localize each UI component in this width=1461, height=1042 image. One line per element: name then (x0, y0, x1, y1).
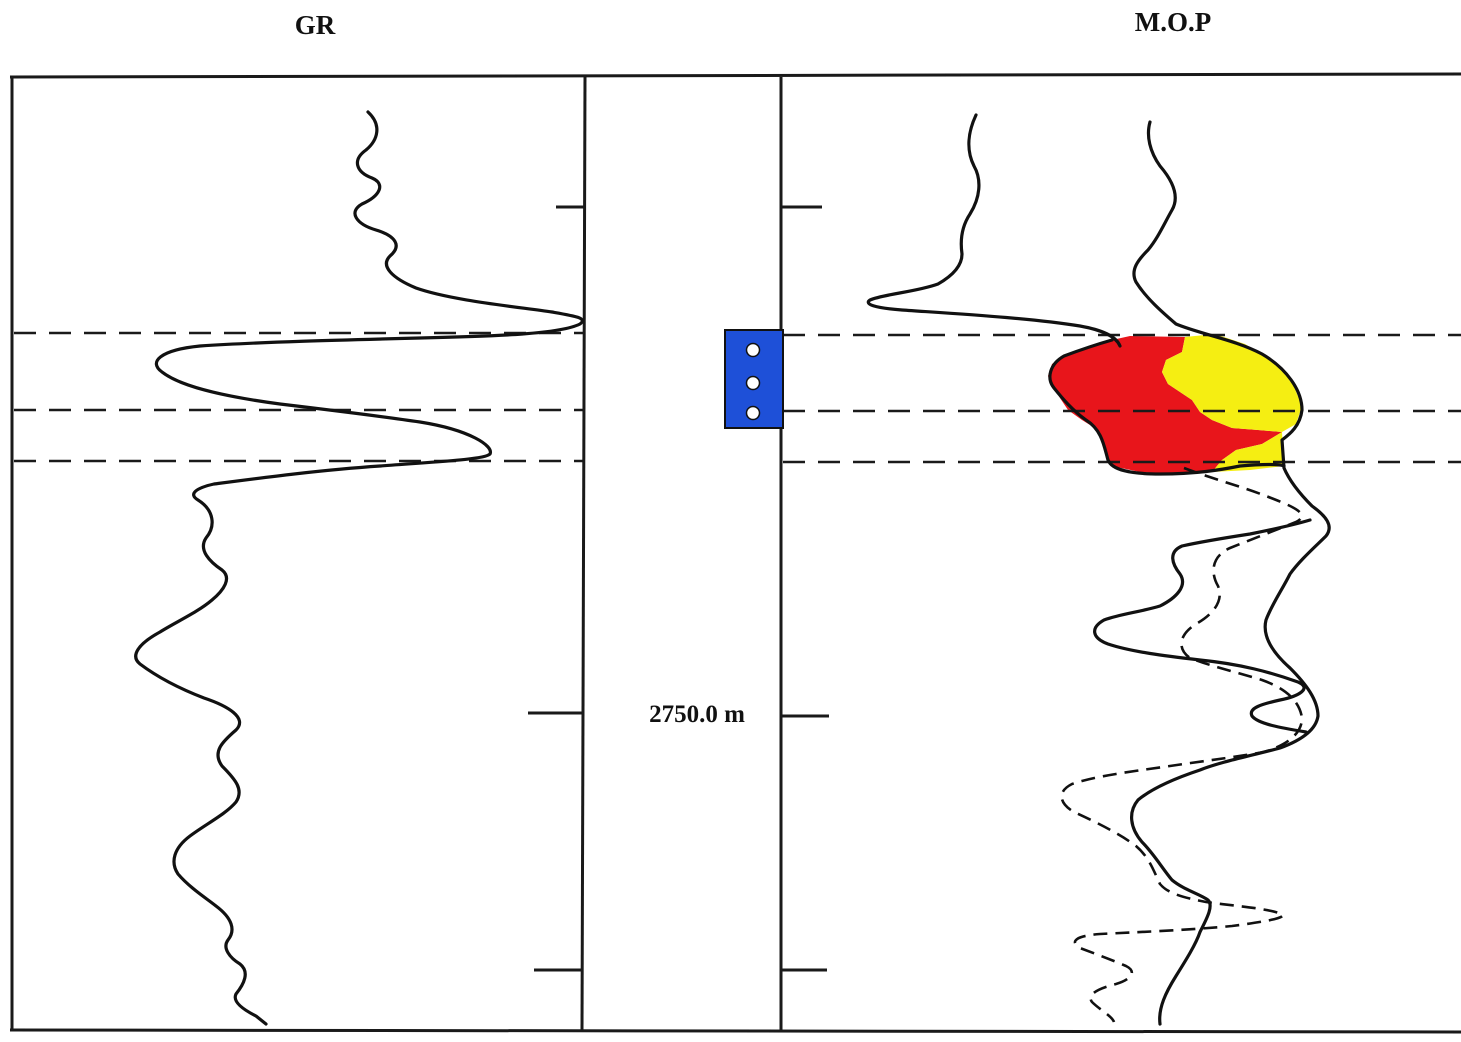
perforation-shot (745, 405, 761, 421)
zone-fill-red (1048, 336, 1282, 474)
mop-curve-dashed (1060, 466, 1304, 1023)
zone-fill-yellow (1162, 334, 1302, 472)
depth-label: 2750.0 m (649, 701, 745, 728)
gr-track-title: GR (295, 10, 336, 40)
mop-curve-3 (1048, 338, 1286, 476)
gr-track-right-edge (580, 76, 587, 1031)
perforation-shot (745, 342, 761, 358)
log-bottom-border (9, 1028, 1461, 1034)
mop-curve-1 (866, 113, 1122, 348)
mop-curve-2 (1130, 120, 1331, 1026)
gr-curve (134, 110, 584, 1026)
log-top-border (9, 72, 1461, 79)
mop-track-title: M.O.P (1135, 7, 1211, 37)
perforation-shot (745, 375, 761, 391)
mop-curve-4 (1093, 518, 1312, 734)
